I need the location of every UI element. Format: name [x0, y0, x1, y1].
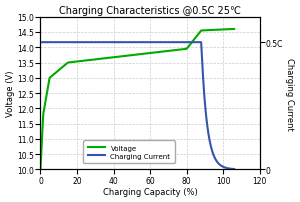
Voltage [39, 168, 42, 171]
Charging Current [39, 42, 42, 44]
Line: Charging Current: Charging Current [40, 43, 234, 169]
Voltage [88, 59, 92, 62]
Charging Current [88, 42, 92, 44]
Charging Current [232, 168, 236, 170]
Voltage [126, 55, 130, 58]
Voltage [231, 28, 234, 31]
Voltage [184, 48, 188, 51]
Line: Voltage: Voltage [40, 30, 234, 169]
Title: Charging Characteristics @0.5C 25℃: Charging Characteristics @0.5C 25℃ [59, 5, 241, 16]
Charging Current [73, 42, 76, 44]
Legend: Voltage, Charging Current: Voltage, Charging Current [83, 141, 175, 163]
Voltage [153, 52, 156, 55]
Voltage [168, 50, 172, 53]
X-axis label: Charging Capacity (%): Charging Capacity (%) [103, 187, 197, 197]
Charging Current [153, 42, 156, 44]
Y-axis label: Charging Current: Charging Current [285, 57, 294, 130]
Charging Current [168, 42, 172, 44]
Y-axis label: Voltage (V): Voltage (V) [6, 70, 15, 117]
Voltage [232, 28, 236, 31]
Charging Current [126, 42, 130, 44]
Charging Current [184, 42, 188, 44]
Voltage [73, 61, 76, 64]
